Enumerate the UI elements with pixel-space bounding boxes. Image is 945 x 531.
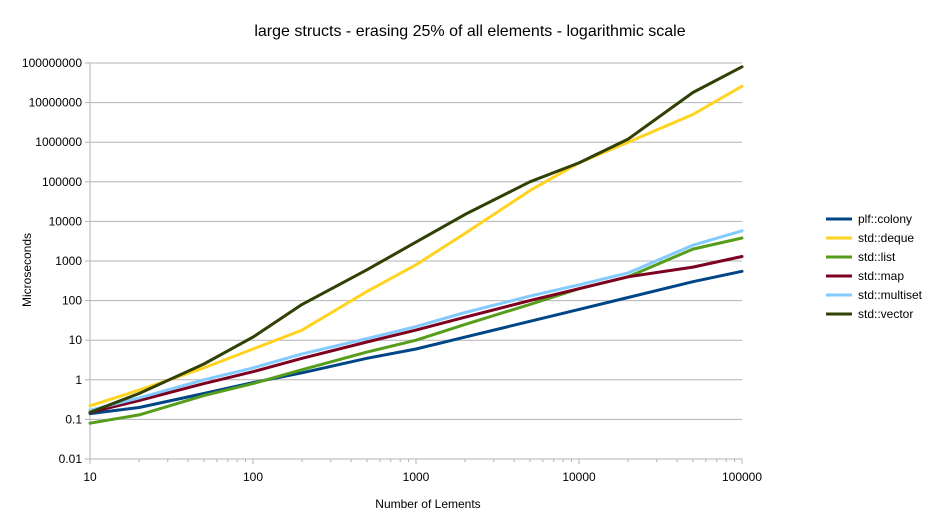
y-tick-label: 100000	[42, 175, 82, 189]
series-line-3	[88, 255, 744, 414]
chart-title: large structs - erasing 25% of all eleme…	[254, 23, 685, 40]
x-tick-label: 10000	[562, 470, 596, 484]
y-tick-label: 0.1	[65, 412, 82, 426]
legend-label: std::multiset	[858, 288, 923, 302]
y-tick-label: 0.01	[59, 452, 83, 466]
x-tick-labels: 10 100 1000 10000 100000	[83, 470, 762, 484]
y-tick-labels: 0.01 0.1 1 10 100 1000 10000 100000 1000000 10000…	[22, 56, 82, 466]
y-tick-label: 1000000	[35, 135, 82, 149]
x-tick-label: 100	[243, 470, 263, 484]
y-tick-label: 10	[69, 333, 83, 347]
series-line-5	[88, 65, 744, 414]
x-tick-label: 10	[83, 470, 97, 484]
x-axis-label: Number of Lements	[375, 497, 480, 511]
legend-label: std::deque	[858, 231, 914, 245]
legend: plf::colonystd::dequestd::liststd::mapst…	[826, 212, 923, 321]
legend-label: std::map	[858, 269, 904, 283]
series-line-0	[88, 269, 744, 416]
y-tick-label: 1000	[55, 254, 82, 268]
legend-label: plf::colony	[858, 212, 912, 226]
series-lines	[88, 65, 744, 425]
y-axis-label: Microseconds	[20, 233, 34, 307]
y-tick-label: 100000000	[22, 56, 82, 70]
grid	[85, 62, 743, 464]
series-line-1	[88, 84, 744, 408]
y-tick-label: 10000	[49, 214, 83, 228]
x-tick-label: 100000	[722, 470, 762, 484]
legend-label: std::vector	[858, 307, 913, 321]
y-tick-label: 1	[75, 373, 82, 387]
y-tick-label: 100	[62, 294, 82, 308]
series-line-4	[88, 229, 744, 412]
legend-label: std::list	[858, 250, 896, 264]
x-tick-label: 1000	[403, 470, 430, 484]
y-tick-label: 10000000	[29, 96, 83, 110]
